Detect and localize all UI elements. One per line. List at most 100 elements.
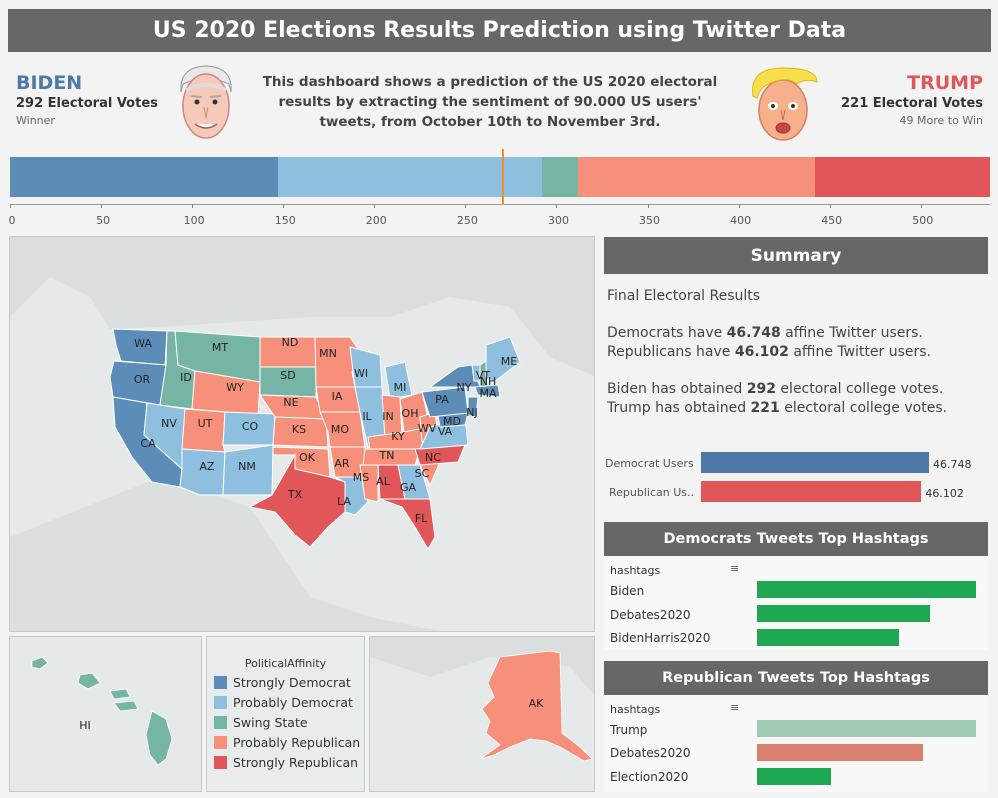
rep-hashtags-table: hashtags ≡ Trump Debates2020 Election202… [604,695,988,792]
state-label-me: ME [501,355,517,368]
state-ut[interactable] [181,408,226,453]
dem-users-label: Democrat Users [605,457,694,470]
state-label-tx: TX [287,488,303,501]
hashtag-row-label: Election2020 [610,770,689,784]
state-ma[interactable] [474,384,501,398]
hashtag-bar[interactable] [757,768,832,785]
trump-portrait-icon [752,67,818,141]
summary-subtitle: Final Electoral Results [607,288,761,304]
trump-name: TRUMP [907,72,983,94]
state-label-va: VA [438,425,453,438]
hashtag-row-label: Debates2020 [610,746,691,760]
state-label-nm: NM [238,460,256,473]
legend-item[interactable]: Strongly Democrat [214,675,364,690]
state-label-nv: NV [161,417,177,430]
hawaii-map[interactable]: HI [9,636,202,792]
axis-tick [192,204,194,208]
state-label-ia: IA [332,390,343,403]
state-label-ar: AR [334,457,350,470]
state-label-ut: UT [198,417,213,430]
axis-tick [10,204,11,208]
legend-item[interactable]: Strongly Republican [214,755,364,770]
state-label-ms: MS [353,471,369,484]
legend-item[interactable]: Swing State [214,715,364,730]
hashtag-bar[interactable] [757,720,976,737]
state-label-mn: MN [319,347,337,360]
state-label-al: AL [376,475,391,488]
axis-tick-label: 450 [821,214,843,227]
us-map[interactable]: WA OR CA NV ID MT WY UT AZ CO NM ND SD NE KS OK TX MN IA MO… [9,236,595,632]
state-label-mt: MT [212,341,228,354]
electoral-segment[interactable] [578,157,816,197]
dashboard-description: This dashboard shows a prediction of the… [262,74,718,130]
dem-users-bar[interactable] [701,452,929,473]
axis-tick-label: 350 [639,214,661,227]
hashtag-bar[interactable] [757,581,976,598]
state-label-ok: OK [299,451,316,464]
hashtag-bar[interactable] [757,605,930,622]
axis-tick [738,204,740,208]
state-label-fl: FL [415,512,428,525]
electoral-votes-bar: 0 50 100 150 200 250 300 350 400 450 500 [9,149,990,227]
legend-item[interactable]: Probably Republican [214,735,364,750]
biden-portrait-icon [180,65,232,139]
hashtag-row-label: Biden [610,584,645,598]
state-label-ne: NE [283,396,298,409]
alaska-map[interactable]: AK [369,636,595,792]
summary-trump-votes: Trump has obtained 221 electoral college… [607,400,948,416]
biden-name: BIDEN [16,72,83,94]
state-label-ky: KY [391,430,405,443]
trump-status: 49 More to Win [899,114,983,127]
state-label-in: IN [382,410,393,423]
state-label-ny: NY [457,381,472,394]
axis-tick [647,204,649,208]
state-me[interactable] [485,336,521,383]
biden-status: Winner [16,114,55,127]
dashboard-title: US 2020 Elections Results Prediction usi… [8,9,991,52]
axis-tick [829,204,831,208]
state-label-sd: SD [280,369,295,382]
axis-tick [920,204,922,208]
political-affinity-legend: PoliticalAffinity Strongly Democrat Prob… [206,636,365,792]
axis-tick-label: 150 [274,214,296,227]
state-label-wa: WA [134,337,152,350]
state-ms[interactable] [359,464,379,503]
dem-hashtags-header: Democrats Tweets Top Hashtags [604,522,988,556]
state-tx[interactable] [248,453,346,548]
biden-votes: 292 Electoral Votes [16,96,158,111]
state-label-or: OR [134,373,151,386]
rep-users-label: Republican Us.. [609,486,694,499]
legend-label: Probably Democrat [233,695,353,710]
axis-tick [465,204,467,208]
electoral-segment[interactable] [277,157,542,197]
state-ks[interactable] [272,416,329,448]
electoral-segment[interactable] [815,157,990,197]
summary-rep-users: Republicans have 46.102 affine Twitter u… [607,344,932,360]
rep-users-value: 46.102 [925,487,964,500]
biden-panel: BIDEN 292 Electoral Votes Winner [16,72,158,127]
state-label-mo: MO [331,423,349,436]
state-nj[interactable] [467,396,479,418]
sort-icon[interactable]: ≡ [730,562,740,575]
legend-label: Swing State [233,715,308,730]
state-label-ga: GA [400,481,417,494]
sort-icon[interactable]: ≡ [730,701,740,714]
state-label-vt: VT [476,369,491,382]
column-header: hashtags [610,564,661,577]
legend-item[interactable]: Probably Democrat [214,695,364,710]
axis-tick-label: 500 [912,214,934,227]
hashtag-bar[interactable] [757,744,924,761]
state-label-ma: MA [479,387,496,400]
axis-tick-label: 250 [456,214,478,227]
hashtag-bar[interactable] [757,629,900,646]
state-label-nc: NC [425,451,441,464]
win-threshold-marker [501,149,504,205]
electoral-segment[interactable] [541,157,579,197]
rep-users-bar[interactable] [701,481,922,502]
state-label-oh: OH [402,407,419,420]
state-label-pa: PA [435,393,449,406]
legend-label: Strongly Democrat [233,675,351,690]
axis-tick [283,204,285,208]
state-fl[interactable] [379,498,436,550]
electoral-segment[interactable] [10,157,278,197]
